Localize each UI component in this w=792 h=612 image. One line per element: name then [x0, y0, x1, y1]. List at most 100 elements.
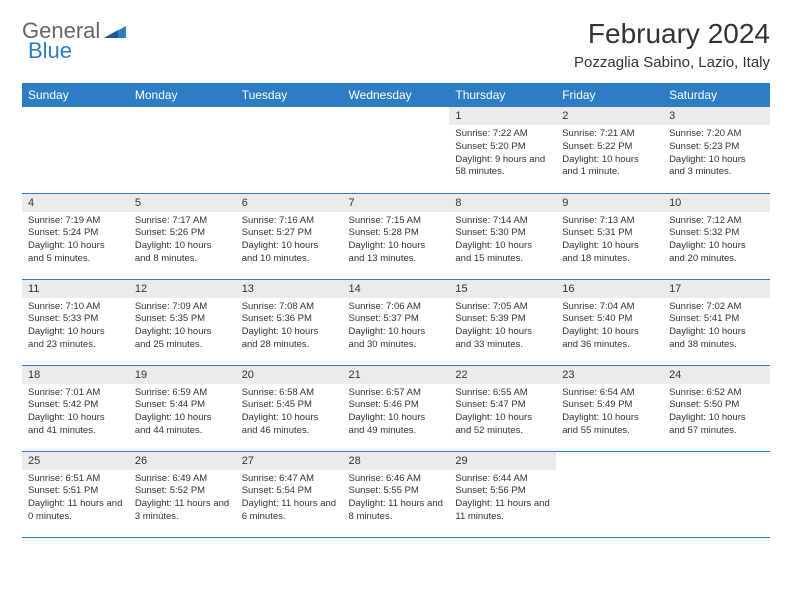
calendar-cell: ..: [556, 451, 663, 537]
calendar-body: ........1Sunrise: 7:22 AMSunset: 5:20 PM…: [22, 107, 770, 537]
sunrise-line: Sunrise: 6:58 AM: [242, 387, 337, 400]
daylight-line: Daylight: 10 hours and 23 minutes.: [28, 326, 123, 352]
sunset-line: Sunset: 5:45 PM: [242, 399, 337, 412]
sunrise-line: Sunrise: 7:09 AM: [135, 301, 230, 314]
day-number: 16: [556, 280, 663, 298]
calendar-cell: 25Sunrise: 6:51 AMSunset: 5:51 PMDayligh…: [22, 451, 129, 537]
sunset-line: Sunset: 5:28 PM: [349, 227, 444, 240]
sunset-line: Sunset: 5:42 PM: [28, 399, 123, 412]
daylight-line: Daylight: 10 hours and 25 minutes.: [135, 326, 230, 352]
daylight-line: Daylight: 10 hours and 10 minutes.: [242, 240, 337, 266]
title-block: February 2024 Pozzaglia Sabino, Lazio, I…: [574, 18, 770, 71]
calendar-cell: 26Sunrise: 6:49 AMSunset: 5:52 PMDayligh…: [129, 451, 236, 537]
day-number: 13: [236, 280, 343, 298]
sunrise-line: Sunrise: 7:13 AM: [562, 215, 657, 228]
day-details: Sunrise: 7:10 AMSunset: 5:33 PMDaylight:…: [22, 298, 129, 356]
sunset-line: Sunset: 5:31 PM: [562, 227, 657, 240]
logo-text-blue: Blue: [28, 38, 72, 64]
sunset-line: Sunset: 5:55 PM: [349, 485, 444, 498]
day-details: Sunrise: 7:14 AMSunset: 5:30 PMDaylight:…: [449, 212, 556, 270]
sunrise-line: Sunrise: 6:55 AM: [455, 387, 550, 400]
calendar-cell: 14Sunrise: 7:06 AMSunset: 5:37 PMDayligh…: [343, 279, 450, 365]
sunset-line: Sunset: 5:22 PM: [562, 141, 657, 154]
daylight-line: Daylight: 11 hours and 0 minutes.: [28, 498, 123, 524]
sunrise-line: Sunrise: 7:21 AM: [562, 128, 657, 141]
day-number: 24: [663, 366, 770, 384]
sunrise-line: Sunrise: 7:06 AM: [349, 301, 444, 314]
daylight-line: Daylight: 10 hours and 36 minutes.: [562, 326, 657, 352]
sunset-line: Sunset: 5:41 PM: [669, 313, 764, 326]
sunset-line: Sunset: 5:24 PM: [28, 227, 123, 240]
daylight-line: Daylight: 10 hours and 18 minutes.: [562, 240, 657, 266]
calendar-cell: ..: [236, 107, 343, 193]
calendar-cell: 23Sunrise: 6:54 AMSunset: 5:49 PMDayligh…: [556, 365, 663, 451]
day-details: Sunrise: 6:51 AMSunset: 5:51 PMDaylight:…: [22, 470, 129, 528]
day-number: 6: [236, 194, 343, 212]
calendar-cell: 21Sunrise: 6:57 AMSunset: 5:46 PMDayligh…: [343, 365, 450, 451]
day-details: Sunrise: 7:21 AMSunset: 5:22 PMDaylight:…: [556, 125, 663, 183]
sunrise-line: Sunrise: 6:47 AM: [242, 473, 337, 486]
calendar-cell: 1Sunrise: 7:22 AMSunset: 5:20 PMDaylight…: [449, 107, 556, 193]
month-title: February 2024: [574, 18, 770, 50]
calendar-week-row: 4Sunrise: 7:19 AMSunset: 5:24 PMDaylight…: [22, 193, 770, 279]
sunrise-line: Sunrise: 7:22 AM: [455, 128, 550, 141]
day-number: 18: [22, 366, 129, 384]
sunset-line: Sunset: 5:30 PM: [455, 227, 550, 240]
day-number: 8: [449, 194, 556, 212]
daylight-line: Daylight: 10 hours and 8 minutes.: [135, 240, 230, 266]
sunrise-line: Sunrise: 6:51 AM: [28, 473, 123, 486]
sunset-line: Sunset: 5:23 PM: [669, 141, 764, 154]
daylight-line: Daylight: 10 hours and 3 minutes.: [669, 154, 764, 180]
calendar-cell: 9Sunrise: 7:13 AMSunset: 5:31 PMDaylight…: [556, 193, 663, 279]
day-details: Sunrise: 7:05 AMSunset: 5:39 PMDaylight:…: [449, 298, 556, 356]
calendar-cell: 27Sunrise: 6:47 AMSunset: 5:54 PMDayligh…: [236, 451, 343, 537]
sunset-line: Sunset: 5:33 PM: [28, 313, 123, 326]
sunset-line: Sunset: 5:56 PM: [455, 485, 550, 498]
sunset-line: Sunset: 5:46 PM: [349, 399, 444, 412]
sunset-line: Sunset: 5:27 PM: [242, 227, 337, 240]
daylight-line: Daylight: 10 hours and 28 minutes.: [242, 326, 337, 352]
weekday-header: Thursday: [449, 83, 556, 107]
day-details: Sunrise: 7:12 AMSunset: 5:32 PMDaylight:…: [663, 212, 770, 270]
daylight-line: Daylight: 10 hours and 44 minutes.: [135, 412, 230, 438]
day-number: 1: [449, 107, 556, 125]
day-number: 20: [236, 366, 343, 384]
sunset-line: Sunset: 5:40 PM: [562, 313, 657, 326]
calendar-cell: 10Sunrise: 7:12 AMSunset: 5:32 PMDayligh…: [663, 193, 770, 279]
day-details: Sunrise: 6:57 AMSunset: 5:46 PMDaylight:…: [343, 384, 450, 442]
calendar-week-row: ........1Sunrise: 7:22 AMSunset: 5:20 PM…: [22, 107, 770, 193]
calendar-cell: 7Sunrise: 7:15 AMSunset: 5:28 PMDaylight…: [343, 193, 450, 279]
day-details: Sunrise: 6:44 AMSunset: 5:56 PMDaylight:…: [449, 470, 556, 528]
weekday-header: Sunday: [22, 83, 129, 107]
daylight-line: Daylight: 10 hours and 55 minutes.: [562, 412, 657, 438]
calendar-cell: 16Sunrise: 7:04 AMSunset: 5:40 PMDayligh…: [556, 279, 663, 365]
day-number: 11: [22, 280, 129, 298]
daylight-line: Daylight: 10 hours and 38 minutes.: [669, 326, 764, 352]
day-details: Sunrise: 7:01 AMSunset: 5:42 PMDaylight:…: [22, 384, 129, 442]
calendar-cell: 13Sunrise: 7:08 AMSunset: 5:36 PMDayligh…: [236, 279, 343, 365]
weekday-header: Monday: [129, 83, 236, 107]
sunrise-line: Sunrise: 7:14 AM: [455, 215, 550, 228]
sunrise-line: Sunrise: 6:44 AM: [455, 473, 550, 486]
sunrise-line: Sunrise: 7:20 AM: [669, 128, 764, 141]
calendar-head: SundayMondayTuesdayWednesdayThursdayFrid…: [22, 83, 770, 107]
calendar-cell: 12Sunrise: 7:09 AMSunset: 5:35 PMDayligh…: [129, 279, 236, 365]
day-details: Sunrise: 7:19 AMSunset: 5:24 PMDaylight:…: [22, 212, 129, 270]
calendar-cell: ..: [343, 107, 450, 193]
day-details: Sunrise: 6:58 AMSunset: 5:45 PMDaylight:…: [236, 384, 343, 442]
daylight-line: Daylight: 11 hours and 6 minutes.: [242, 498, 337, 524]
day-details: Sunrise: 7:02 AMSunset: 5:41 PMDaylight:…: [663, 298, 770, 356]
calendar-cell: 18Sunrise: 7:01 AMSunset: 5:42 PMDayligh…: [22, 365, 129, 451]
daylight-line: Daylight: 11 hours and 8 minutes.: [349, 498, 444, 524]
sunrise-line: Sunrise: 7:12 AM: [669, 215, 764, 228]
daylight-line: Daylight: 10 hours and 33 minutes.: [455, 326, 550, 352]
daylight-line: Daylight: 10 hours and 57 minutes.: [669, 412, 764, 438]
day-details: Sunrise: 7:13 AMSunset: 5:31 PMDaylight:…: [556, 212, 663, 270]
day-number: 5: [129, 194, 236, 212]
calendar-cell: 17Sunrise: 7:02 AMSunset: 5:41 PMDayligh…: [663, 279, 770, 365]
day-number: 2: [556, 107, 663, 125]
day-details: Sunrise: 6:52 AMSunset: 5:50 PMDaylight:…: [663, 384, 770, 442]
day-details: Sunrise: 6:46 AMSunset: 5:55 PMDaylight:…: [343, 470, 450, 528]
daylight-line: Daylight: 10 hours and 49 minutes.: [349, 412, 444, 438]
day-number: 14: [343, 280, 450, 298]
